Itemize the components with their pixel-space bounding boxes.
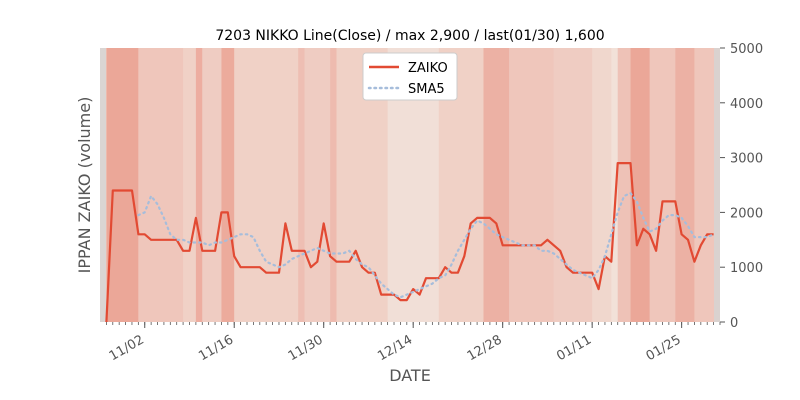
x-tick-label-01-11: 01/11	[554, 332, 594, 364]
background-band-1	[106, 48, 139, 322]
x-axis: 11/02 11/16 11/30 12/14 12/28 01/11 01/25	[105, 322, 721, 364]
background-band-6	[221, 48, 235, 322]
y-tick-label-3000: 3000	[730, 152, 763, 167]
legend: ZAIKO SMA5	[362, 52, 458, 101]
series-lines	[105, 162, 715, 323]
y-tick-label-0: 0	[730, 316, 738, 331]
y-tick-label-4000: 4000	[730, 97, 763, 112]
background-band-19	[617, 48, 631, 322]
series-line-sma5	[137, 192, 715, 299]
y-tick-label-1000: 1000	[730, 261, 763, 276]
background-band-5	[202, 48, 222, 322]
legend-label-sma5: SMA5	[408, 82, 445, 97]
background-band-7	[234, 48, 299, 322]
x-axis-title: DATE	[389, 366, 431, 385]
x-tick-label-11-02: 11/02	[107, 332, 147, 364]
y-tick-label-2000: 2000	[730, 206, 763, 221]
background-band-4	[195, 48, 203, 322]
x-tick-label-12-28: 12/28	[465, 332, 505, 364]
background-band-16	[553, 48, 593, 322]
chart-title: 7203 NIKKO Line(Close) / max 2,900 / las…	[215, 28, 604, 44]
series-line-zaiko	[105, 162, 714, 323]
plot-edge-left	[100, 48, 106, 322]
y-axis: 0 1000 2000 3000 4000 5000	[720, 42, 763, 331]
legend-label-zaiko: ZAIKO	[408, 61, 448, 76]
background-band-9	[304, 48, 331, 322]
background-band-17	[592, 48, 612, 322]
background-band-2	[138, 48, 184, 322]
plot-edge-right	[714, 48, 720, 322]
background-band-10	[330, 48, 337, 322]
x-tick-label-01-25: 01/25	[644, 332, 684, 364]
x-tick-label-11-30: 11/30	[286, 332, 326, 364]
y-axis-title: IPPAN ZAIKO (volume)	[75, 97, 94, 274]
y-tick-label-5000: 5000	[730, 42, 763, 57]
background-band-3	[183, 48, 196, 322]
x-tick-label-11-16: 11/16	[196, 332, 236, 364]
background-band-22	[675, 48, 695, 322]
background-band-14	[483, 48, 510, 322]
background-band-20	[630, 48, 650, 322]
background-band-15	[509, 48, 554, 322]
background-band-18	[611, 48, 618, 322]
background-band-21	[649, 48, 676, 322]
x-tick-label-12-14: 12/14	[375, 332, 415, 364]
background-band-8	[298, 48, 305, 322]
